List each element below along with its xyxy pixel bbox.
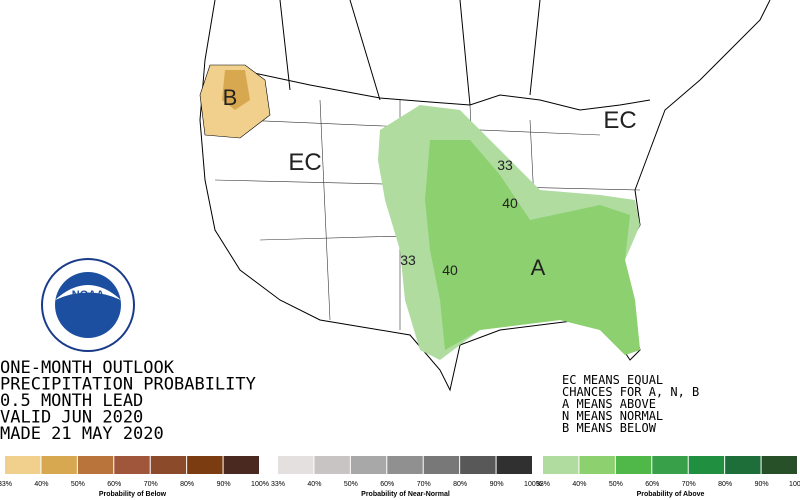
legend-swatch — [387, 456, 423, 474]
coast-outline — [199, 0, 771, 392]
legend-swatch — [688, 456, 725, 474]
title-line: VALID JUN 2020 — [0, 408, 143, 428]
legend-tick: 80% — [453, 481, 467, 488]
legend-tick: 70% — [682, 481, 696, 488]
legend-swatch — [423, 456, 460, 474]
legend-tick: 33% — [536, 481, 550, 488]
note-line: B MEANS BELOW — [562, 421, 657, 435]
legend-title: Probability of Near-Normal — [361, 491, 450, 498]
note-line: EC MEANS EQUAL — [562, 373, 663, 387]
legend-swatch — [350, 456, 387, 474]
legend-tick: 100% — [251, 481, 269, 488]
legend-swatch — [725, 456, 761, 474]
map-label: 33 — [400, 252, 416, 268]
legend-swatch — [761, 456, 797, 474]
noaa-logo: NOAA — [41, 258, 135, 352]
legend-tick: 40% — [34, 481, 48, 488]
legend-tick: 60% — [645, 481, 659, 488]
legend-swatch — [278, 456, 314, 474]
legend-title: Probability of Above — [637, 491, 705, 498]
above-area-40 — [425, 140, 640, 355]
legend-swatch — [223, 456, 259, 474]
legend-tick: 60% — [380, 481, 394, 488]
legend-swatch — [41, 456, 77, 474]
map-label: 33 — [497, 157, 513, 173]
legend-swatch — [652, 456, 688, 474]
map-label: B — [223, 85, 238, 110]
legend-swatch — [615, 456, 652, 474]
legend-tick: 90% — [217, 481, 231, 488]
title-line: 0.5 MONTH LEAD — [0, 391, 143, 411]
legend-swatch — [77, 456, 114, 474]
province-lines — [279, 0, 541, 106]
map-label: 40 — [442, 262, 458, 278]
legend-tick: 40% — [572, 481, 586, 488]
legend-tick: 90% — [755, 481, 769, 488]
legend-tick: 40% — [307, 481, 321, 488]
map-label: A — [531, 255, 546, 280]
legend-tick: 50% — [344, 481, 358, 488]
legend-tick: 33% — [271, 481, 285, 488]
logo-text: NOAA — [72, 289, 104, 301]
note-line: A MEANS ABOVE — [562, 397, 656, 411]
map-labels: B EC EC A 33 40 33 40 — [223, 85, 637, 280]
title-line: PRECIPITATION PROBABILITY — [0, 375, 256, 395]
legend-swatch — [543, 456, 579, 474]
legend-tick: 100% — [524, 481, 542, 488]
legend-swatch — [579, 456, 615, 474]
logo-disc — [55, 272, 121, 338]
legend-tick: 70% — [417, 481, 431, 488]
logo-bird — [55, 285, 121, 300]
legend-swatch — [150, 456, 187, 474]
border-north — [239, 69, 651, 111]
legend-tick: 60% — [107, 481, 121, 488]
note-line: CHANCES FOR A, N, B — [562, 385, 699, 399]
legend-swatch — [496, 456, 532, 474]
legends: 33% 40% 50% 60% 70% 80% 90% 100% Probability of … — [0, 456, 800, 498]
legend-tick: 80% — [718, 481, 732, 488]
map-label: EC — [603, 107, 636, 134]
legend-tick: 70% — [144, 481, 158, 488]
title-line: MADE 21 MAY 2020 — [0, 424, 164, 444]
note-line: N MEANS NORMAL — [562, 409, 663, 423]
legend-title: Probability of Below — [99, 491, 167, 498]
map-label: 40 — [502, 195, 518, 211]
title-line: ONE-MONTH OUTLOOK — [0, 358, 175, 378]
map-label: EC — [288, 149, 321, 176]
below-area-40 — [222, 70, 250, 110]
legend-tick: 100% — [789, 481, 800, 488]
legend-tick: 90% — [490, 481, 504, 488]
legend-tick: 33% — [0, 481, 12, 488]
legend-swatch — [314, 456, 350, 474]
legend-tick: 50% — [71, 481, 85, 488]
legend-swatch — [460, 456, 496, 474]
legend-tick: 50% — [609, 481, 623, 488]
legend-swatch — [5, 456, 41, 474]
legend-swatch — [187, 456, 223, 474]
legend-tick: 80% — [180, 481, 194, 488]
legend-swatch — [114, 456, 150, 474]
